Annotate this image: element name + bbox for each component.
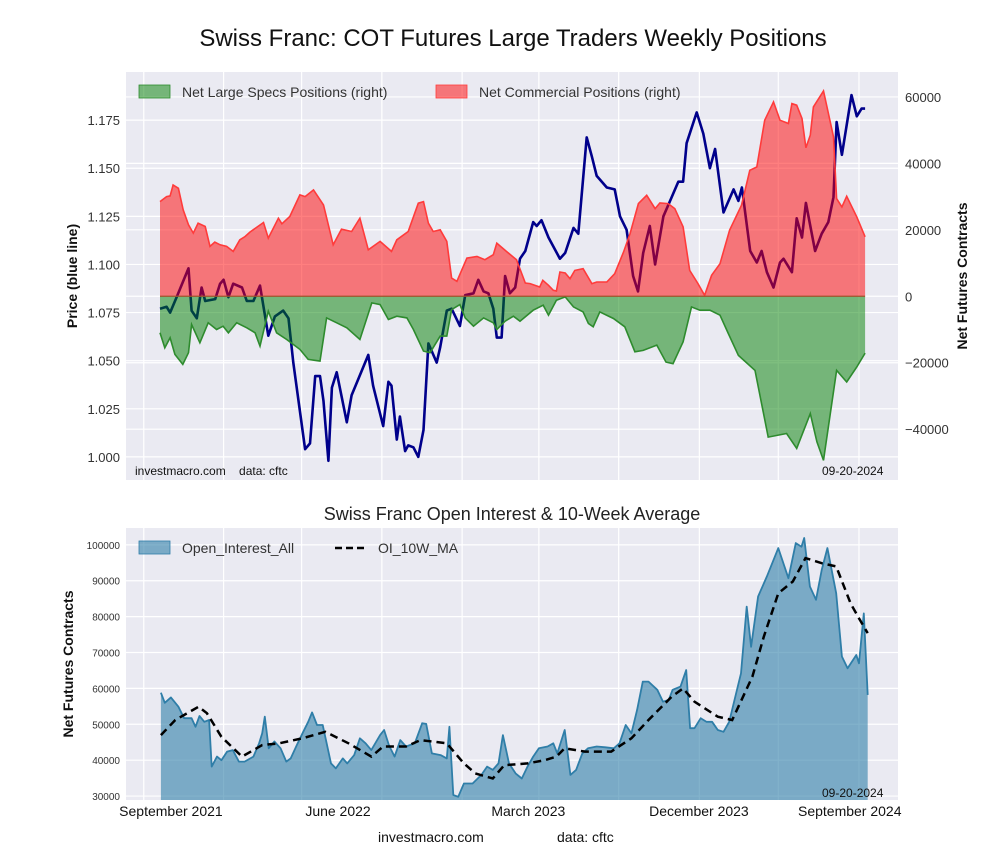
legend-swatch-specs	[138, 84, 171, 99]
oi-axis-label: Net Futures Contracts	[60, 590, 76, 737]
price-tick-label: 1.075	[87, 306, 120, 321]
top-date-label: 09-20-2024	[822, 464, 884, 478]
bottom-tick-labels: 30000 40000 50000 60000 70000 80000 90000 10000…	[87, 541, 902, 819]
oi-tick-label: 70000	[92, 649, 120, 660]
oi-tick-label: 100000	[87, 541, 121, 552]
bottom-date-label: 09-20-2024	[822, 786, 884, 800]
price-axis-label: Price (blue line)	[64, 224, 80, 328]
legend-swatch-open-interest	[138, 540, 171, 555]
date-tick-label: September 2021	[119, 803, 223, 819]
date-tick-label: September 2024	[798, 803, 902, 819]
top-legend: Net Large Specs Positions (right) Net Co…	[138, 84, 681, 100]
price-tick-label: 1.125	[87, 209, 120, 224]
net-tick-label: 40000	[905, 156, 941, 171]
price-tick-label: 1.175	[87, 113, 120, 128]
price-tick-label: 1.050	[87, 354, 120, 369]
legend-swatch-commercial	[435, 84, 468, 99]
specs-line	[159, 295, 866, 461]
bottom-series	[159, 537, 869, 800]
net-tick-label: −20000	[905, 356, 949, 371]
oi-tick-label: 30000	[92, 792, 120, 803]
price-tick-label: 1.000	[87, 450, 120, 465]
price-tick-label: 1.025	[87, 402, 120, 417]
date-tick-label: December 2023	[649, 803, 749, 819]
oi-tick-label: 60000	[92, 684, 120, 695]
top-tick-labels: 1.000 1.025 1.050 1.075 1.100 1.125 1.150 1.175…	[87, 90, 948, 465]
oi-chart-title: Swiss Franc Open Interest & 10-Week Aver…	[324, 504, 701, 524]
date-tick-label: June 2022	[305, 803, 371, 819]
open-interest-line	[160, 537, 869, 798]
legend-label-specs: Net Large Specs Positions (right)	[182, 84, 387, 100]
net-tick-label: 60000	[905, 90, 941, 105]
net-tick-label: 20000	[905, 223, 941, 238]
legend-label-commercial: Net Commercial Positions (right)	[479, 84, 681, 100]
net-tick-label: −40000	[905, 422, 949, 437]
oi-tick-label: 50000	[92, 720, 120, 731]
commercial-line	[159, 88, 866, 298]
open-interest-area	[160, 538, 868, 800]
price-tick-label: 1.100	[87, 257, 120, 272]
oi-tick-label: 90000	[92, 577, 120, 588]
footer-site: investmacro.com	[378, 829, 484, 845]
top-series	[159, 88, 866, 463]
commercial-area	[160, 90, 866, 297]
date-tick-label: March 2023	[491, 803, 565, 819]
bottom-legend: Open_Interest_All OI_10W_MA	[138, 540, 459, 556]
net-tick-label: 0	[905, 289, 912, 304]
price-tick-label: 1.150	[87, 161, 120, 176]
legend-label-ma: OI_10W_MA	[378, 540, 459, 556]
oi-tick-label: 40000	[92, 756, 120, 767]
top-watermark: investmacro.com data: cftc	[135, 464, 288, 478]
legend-label-open-interest: Open_Interest_All	[182, 540, 294, 556]
net-contracts-axis-label: Net Futures Contracts	[954, 202, 970, 349]
oi-tick-label: 80000	[92, 613, 120, 624]
footer-source: data: cftc	[557, 829, 614, 845]
main-title: Swiss Franc: COT Futures Large Traders W…	[199, 25, 826, 52]
